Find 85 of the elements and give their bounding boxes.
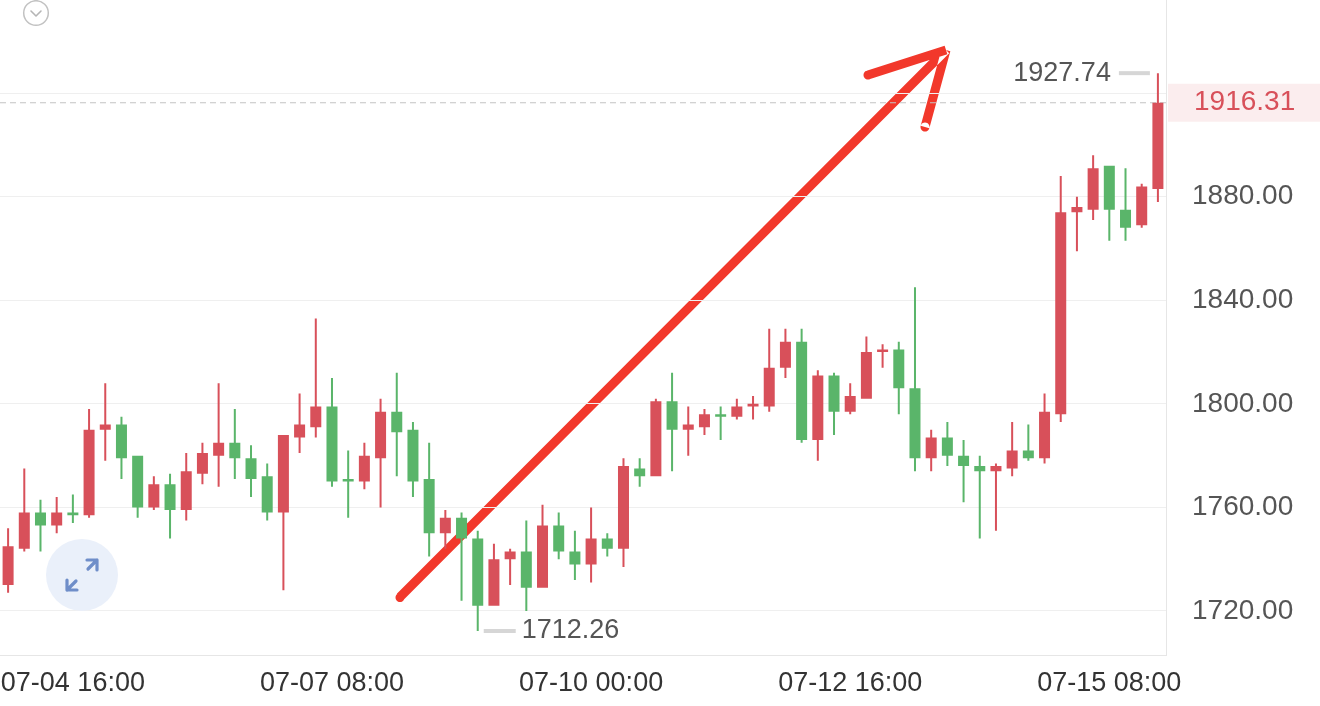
- annotation: 1927.74: [1013, 56, 1111, 87]
- candlestick: [1103, 165, 1115, 241]
- candlestick: [51, 497, 63, 534]
- candlestick: [585, 507, 597, 583]
- candlestick: [1152, 73, 1164, 202]
- candlestick: [731, 398, 743, 420]
- candlestick: [553, 512, 565, 560]
- candlestick: [83, 409, 95, 518]
- candlestick: [925, 429, 937, 472]
- candlestick: [67, 494, 79, 523]
- candlestick: [180, 453, 192, 521]
- candlestick: [650, 398, 662, 477]
- candlestick: [617, 458, 629, 567]
- y-tick-label: 1800.00: [1192, 386, 1294, 418]
- candlestick: [375, 398, 387, 508]
- candlestick: [1071, 196, 1083, 252]
- candlestick: [1120, 168, 1132, 241]
- y-tick-label: 1880.00: [1192, 179, 1294, 211]
- candlestick: [407, 422, 419, 498]
- candlestick: [132, 455, 144, 518]
- x-tick-label: 07-12 16:00: [778, 666, 923, 697]
- candlestick: [666, 372, 678, 472]
- candlestick: [358, 442, 370, 490]
- candlestick: [342, 450, 354, 518]
- candlestick: [1055, 176, 1067, 422]
- candlestick: [1006, 422, 1018, 477]
- candlestick: [488, 543, 500, 606]
- candlestick: [682, 406, 694, 456]
- candlestick: [196, 442, 208, 485]
- candlestick: [326, 377, 338, 487]
- candlestick: [2, 528, 14, 593]
- candlestick: [294, 393, 306, 454]
- x-tick-label: 07-07 08:00: [259, 666, 405, 697]
- candlestick: [229, 409, 241, 479]
- candlestick: [779, 328, 791, 378]
- ref-line-label: 1916.31: [1194, 85, 1296, 117]
- candlestick: [1136, 183, 1148, 228]
- candlestick: [601, 533, 613, 557]
- candlestick: [844, 383, 856, 415]
- candlestick: [990, 463, 1002, 531]
- candlestick: [213, 383, 225, 487]
- candlestick: [520, 520, 532, 611]
- candlestick: [472, 530, 484, 632]
- candlestick: [715, 406, 727, 441]
- candlestick: [877, 344, 889, 368]
- candlestick: [310, 318, 322, 438]
- candlestick: [1022, 424, 1034, 461]
- candlestick: [34, 499, 46, 552]
- candlestick: [18, 468, 30, 552]
- candlestick: [261, 463, 273, 521]
- candlestick: [941, 422, 953, 467]
- candlestick: [277, 434, 289, 591]
- candlestick: [164, 473, 176, 539]
- x-tick-label: 07-04 16:00: [0, 666, 145, 697]
- candlestick: [245, 445, 257, 498]
- candlestick: [148, 476, 160, 511]
- x-tick-label: 07-10 00:00: [519, 666, 664, 697]
- candlestick: [391, 372, 403, 477]
- candlestick: [1039, 393, 1051, 464]
- y-tick-label: 1840.00: [1192, 283, 1294, 315]
- candlestick: [698, 409, 710, 435]
- candlestick: [909, 287, 921, 472]
- candlestick: [423, 442, 435, 557]
- candlestick: [893, 341, 905, 415]
- x-tick-label: 07-15 08:00: [1037, 666, 1182, 697]
- candlestick: [763, 328, 775, 412]
- candlestick: [828, 372, 840, 435]
- y-tick-label: 1760.00: [1192, 490, 1294, 522]
- candlestick: [747, 396, 759, 420]
- y-tick-label: 1720.00: [1192, 593, 1294, 625]
- candlestick: [569, 530, 581, 580]
- annotation: 1712.26: [521, 614, 620, 645]
- candlestick: [439, 510, 451, 549]
- candlestick: [1087, 155, 1099, 221]
- candlestick: [537, 504, 549, 588]
- candlestick: [974, 455, 986, 539]
- candlestick: [99, 383, 111, 461]
- candlestick: [634, 458, 646, 487]
- candlestick: [860, 336, 872, 399]
- candlestick: [504, 548, 516, 586]
- candlestick: [456, 512, 468, 601]
- candlestick: [958, 440, 970, 503]
- candlestick: [115, 416, 127, 479]
- candlestick: [796, 328, 808, 443]
- candlestick: [812, 370, 824, 461]
